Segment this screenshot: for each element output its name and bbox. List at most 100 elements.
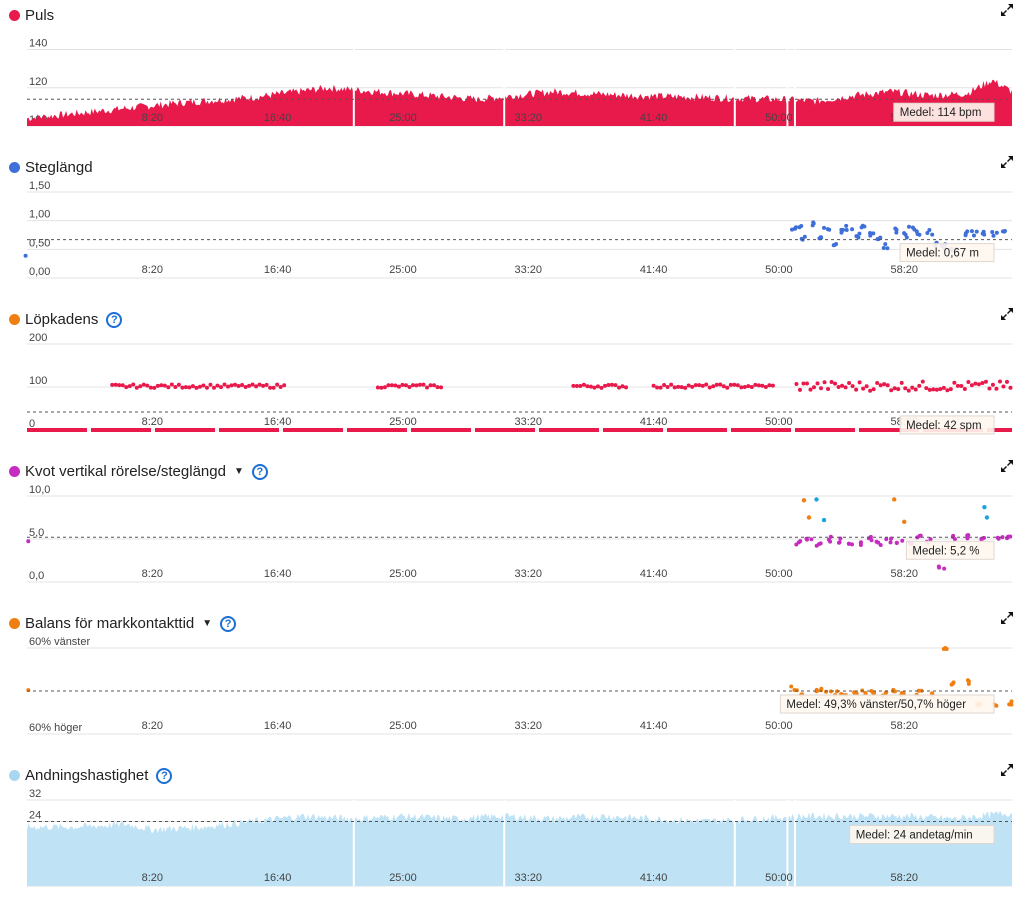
cadence-point — [665, 385, 670, 390]
cadence-point — [882, 382, 887, 387]
cadence-point — [969, 383, 974, 388]
cadence-point — [948, 387, 953, 392]
cadence-point — [120, 383, 125, 388]
help-icon[interactable]: ? — [156, 767, 173, 784]
expand-icon[interactable] — [999, 306, 1015, 322]
x-tick-label: 50:00 — [765, 112, 793, 124]
average-label-box — [849, 825, 995, 844]
x-tick-label: 58:20 — [890, 720, 918, 732]
cadence-point — [131, 382, 136, 387]
plot-area: 1,50 1,00 0,50 0,00 8:20 16:40 25:00 33:20 41:40… — [23, 180, 1012, 279]
chart-title-row: Puls — [25, 7, 54, 24]
help-icon[interactable]: ? — [251, 463, 268, 480]
legend-dot — [9, 314, 20, 325]
cadence-point — [917, 383, 922, 388]
x-tick-label: 25:00 — [389, 112, 417, 124]
cadence-point — [836, 385, 841, 390]
cadence-point — [613, 383, 618, 388]
data-point — [804, 536, 809, 541]
average-label-box — [899, 243, 995, 263]
cadence-point — [934, 387, 939, 392]
chevron-down-icon[interactable]: ▼ — [233, 466, 244, 477]
chart-panel-0: Puls1401201008:2016:4025:0033:2041:4050:… — [0, 0, 1025, 150]
x-tick-label: 33:20 — [515, 264, 543, 276]
y-tick-label: 1,00 — [29, 209, 50, 221]
cadence-point — [113, 382, 118, 387]
cadence-point — [840, 383, 845, 388]
cadence-point — [804, 381, 809, 386]
cadence-point — [700, 383, 705, 388]
chart-title: Steglängd — [25, 159, 93, 176]
cadence-point — [400, 382, 405, 387]
data-point — [950, 681, 955, 686]
y-tick-label: 5,0 — [29, 527, 44, 539]
data-point — [809, 537, 814, 542]
y-tick-label: 1,50 — [29, 180, 50, 192]
cadence-point — [148, 385, 153, 390]
cadence-point — [794, 381, 799, 386]
data-point — [936, 564, 941, 569]
cadence-point — [973, 381, 978, 386]
cadence-point — [208, 382, 213, 387]
data-point — [979, 537, 984, 542]
cadence-point — [595, 384, 600, 389]
chevron-down-icon[interactable]: ▼ — [202, 618, 213, 629]
data-point — [965, 229, 970, 234]
cadence-point — [379, 385, 384, 390]
cadence-point — [247, 383, 252, 388]
plot-area: 10,0 5,0 0,0 8:20 16:40 25:00 33:20 41:40 50:00 5… — [26, 484, 1013, 583]
data-point — [799, 224, 804, 229]
data-point — [834, 689, 839, 694]
cadence-point — [257, 382, 262, 387]
expand-icon[interactable] — [999, 610, 1015, 626]
data-point — [915, 232, 920, 237]
area-series — [27, 79, 1012, 126]
cadence-point — [417, 382, 422, 387]
cadence-point — [962, 386, 967, 391]
cadence-point — [711, 384, 716, 389]
chart-panel-5: Andningshastighet?322416808:2016:4025:00… — [0, 760, 1025, 910]
cadence-point — [236, 384, 241, 389]
plot-area: 60% vänster 60% höger 8:20 16:40 25:00 33:20 4… — [26, 636, 1014, 735]
x-tick-label: 50:00 — [765, 264, 793, 276]
outlier-point — [892, 497, 897, 502]
x-tick-label: 16:40 — [264, 568, 292, 580]
expand-icon[interactable] — [999, 2, 1015, 18]
average-label-box — [899, 415, 995, 435]
x-tick-label: 16:40 — [264, 416, 292, 428]
outlier-point — [806, 515, 812, 520]
plot-area: 1401201008:2016:4025:0033:2041:4050:0058… — [27, 38, 1012, 127]
x-tick-label: 16:40 — [264, 112, 292, 124]
data-gap — [503, 40, 506, 126]
chart-panel-1: Steglängd 1,50 1,00 0,50 0,00 8:20 16:40 25:00 3… — [0, 152, 1025, 302]
expand-icon[interactable] — [999, 762, 1015, 778]
cadence-point — [261, 383, 266, 388]
cadence-point — [767, 383, 772, 388]
data-point — [918, 533, 923, 538]
cadence-point — [197, 384, 202, 389]
cadence-point — [1004, 379, 1009, 384]
data-point — [965, 533, 970, 538]
outlier-point — [821, 517, 827, 523]
cadence-point — [278, 385, 283, 390]
average-label: Medel: 42 spm — [906, 420, 981, 432]
data-point — [1002, 229, 1007, 234]
x-tick-label: 41:40 — [640, 416, 668, 428]
expand-icon[interactable] — [999, 154, 1015, 170]
data-point — [884, 537, 889, 542]
cadence-point — [662, 383, 667, 388]
cadence-point — [141, 382, 146, 387]
cadence-point — [571, 383, 576, 388]
legend-dot — [9, 10, 20, 21]
cadence-point — [176, 382, 181, 387]
average-label: Medel: 0,67 m — [906, 248, 979, 260]
cadence-point — [861, 386, 866, 391]
help-icon[interactable]: ? — [220, 615, 237, 632]
cadence-point — [264, 382, 269, 387]
help-icon[interactable]: ? — [106, 311, 123, 328]
x-tick-label: 33:20 — [515, 112, 543, 124]
x-tick-label: 33:20 — [515, 568, 543, 580]
expand-icon[interactable] — [999, 458, 1015, 474]
cadence-point — [190, 384, 195, 389]
cadence-point — [592, 385, 597, 390]
